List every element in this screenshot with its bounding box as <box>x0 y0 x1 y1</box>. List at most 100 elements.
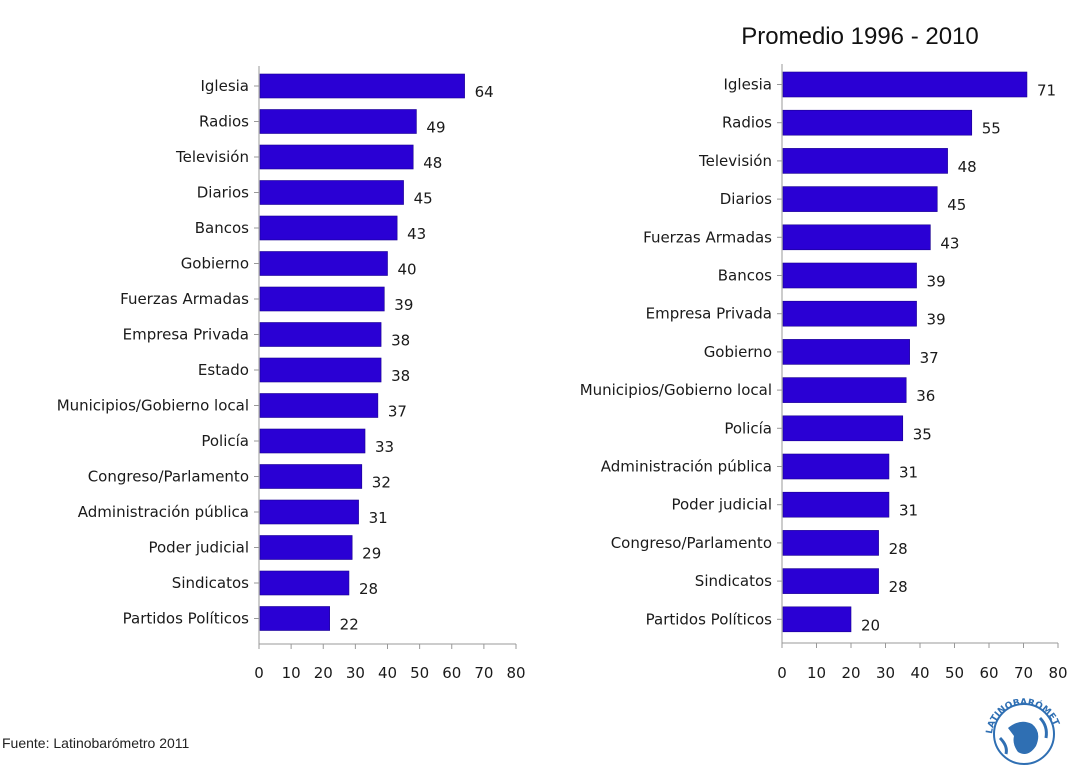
x-tick-label: 60 <box>979 664 998 682</box>
category-label: Radios <box>199 113 249 131</box>
bar <box>259 357 382 383</box>
category-label: Poder judicial <box>148 539 249 557</box>
data-label: 45 <box>947 196 966 214</box>
x-tick-label: 40 <box>378 664 397 682</box>
bar <box>259 499 359 525</box>
category-label: Gobierno <box>181 255 249 273</box>
x-tick-label: 10 <box>282 664 301 682</box>
category-label: Municipios/Gobierno local <box>57 397 249 415</box>
data-label: 22 <box>340 616 359 634</box>
category-label: Empresa Privada <box>123 326 249 344</box>
bar <box>259 180 404 205</box>
category-label: Iglesia <box>723 76 772 94</box>
category-label: Policía <box>724 419 772 437</box>
data-label: 36 <box>916 387 935 405</box>
bar <box>782 71 1028 98</box>
bar <box>782 453 890 480</box>
bar <box>782 300 917 327</box>
bar <box>259 393 379 418</box>
data-label: 49 <box>426 119 445 137</box>
x-tick-label: 30 <box>876 664 895 682</box>
bar <box>782 148 948 174</box>
data-label: 37 <box>388 403 407 421</box>
bar <box>259 428 366 454</box>
bar <box>782 262 917 289</box>
data-label: 39 <box>927 273 946 291</box>
category-label: Congreso/Parlamento <box>88 468 249 486</box>
category-label: Televisión <box>175 148 249 166</box>
bar <box>782 491 890 518</box>
bar <box>259 570 350 596</box>
category-label: Administración pública <box>601 458 772 476</box>
category-label: Iglesia <box>200 77 249 95</box>
data-label: 48 <box>958 158 977 176</box>
data-label: 28 <box>889 540 908 558</box>
x-tick-label: 80 <box>1048 664 1067 682</box>
category-label: Estado <box>198 361 249 379</box>
bar <box>259 215 398 241</box>
bar <box>782 530 879 556</box>
category-label: Televisión <box>698 152 772 170</box>
data-label: 64 <box>475 83 494 101</box>
category-label: Fuerzas Armadas <box>120 290 249 308</box>
data-label: 40 <box>398 261 417 279</box>
data-label: 32 <box>372 474 391 492</box>
category-label: Empresa Privada <box>646 305 772 323</box>
data-label: 28 <box>889 578 908 596</box>
data-label: 31 <box>899 502 918 520</box>
category-label: Policía <box>201 432 249 450</box>
category-label: Sindicatos <box>695 572 772 590</box>
bar <box>259 535 353 560</box>
data-label: 43 <box>940 234 959 252</box>
bar <box>782 186 938 212</box>
bar <box>259 464 363 489</box>
data-label: 39 <box>927 311 946 329</box>
data-label: 38 <box>391 367 410 385</box>
x-tick-label: 70 <box>474 664 493 682</box>
data-label: 31 <box>899 464 918 482</box>
data-label: 29 <box>362 545 381 563</box>
bar <box>259 322 382 347</box>
x-tick-label: 0 <box>777 664 787 682</box>
category-label: Congreso/Parlamento <box>611 534 772 552</box>
data-label: 20 <box>861 616 880 634</box>
chart-2: Promedio 1996 - 2010 0 10 20 30 40 50 60 70 80 Igl… <box>580 23 1068 682</box>
category-label: Partidos Políticos <box>123 610 250 628</box>
x-tick-label: 60 <box>442 664 461 682</box>
category-label: Poder judicial <box>671 496 772 514</box>
x-tick-label: 80 <box>506 664 525 682</box>
data-label: 35 <box>913 425 932 443</box>
x-tick-label: 20 <box>841 664 860 682</box>
bar <box>259 73 465 99</box>
bar <box>782 415 904 442</box>
bar <box>259 109 417 134</box>
data-label: 43 <box>407 225 426 243</box>
bar <box>782 377 907 403</box>
data-label: 28 <box>359 580 378 598</box>
bar <box>259 144 414 170</box>
category-label: Diarios <box>197 184 249 202</box>
x-tick-label: 0 <box>254 664 264 682</box>
latinobarometro-logo-icon: LATINOBARÓMETRO <box>978 688 1061 765</box>
category-label: Bancos <box>195 219 249 237</box>
data-label: 33 <box>375 438 394 456</box>
bar <box>259 606 330 631</box>
chart-1: 0 10 20 30 40 50 60 70 80 Iglesia 64 Radios 49 Televi… <box>57 66 526 682</box>
bar <box>782 109 973 136</box>
category-label: Fuerzas Armadas <box>643 228 772 246</box>
category-label: Bancos <box>718 267 772 285</box>
data-label: 31 <box>369 509 388 527</box>
x-tick-label: 40 <box>910 664 929 682</box>
x-tick-label: 70 <box>1014 664 1033 682</box>
category-label: Radios <box>722 114 772 132</box>
data-label: 48 <box>423 154 442 172</box>
category-label: Gobierno <box>704 343 772 361</box>
category-label: Municipios/Gobierno local <box>580 381 772 399</box>
x-tick-label: 30 <box>346 664 365 682</box>
category-label: Diarios <box>720 190 772 208</box>
data-label: 45 <box>414 190 433 208</box>
category-label: Partidos Políticos <box>646 610 773 628</box>
data-label: 71 <box>1037 82 1056 100</box>
data-label: 37 <box>920 349 939 367</box>
x-tick-label: 50 <box>410 664 429 682</box>
